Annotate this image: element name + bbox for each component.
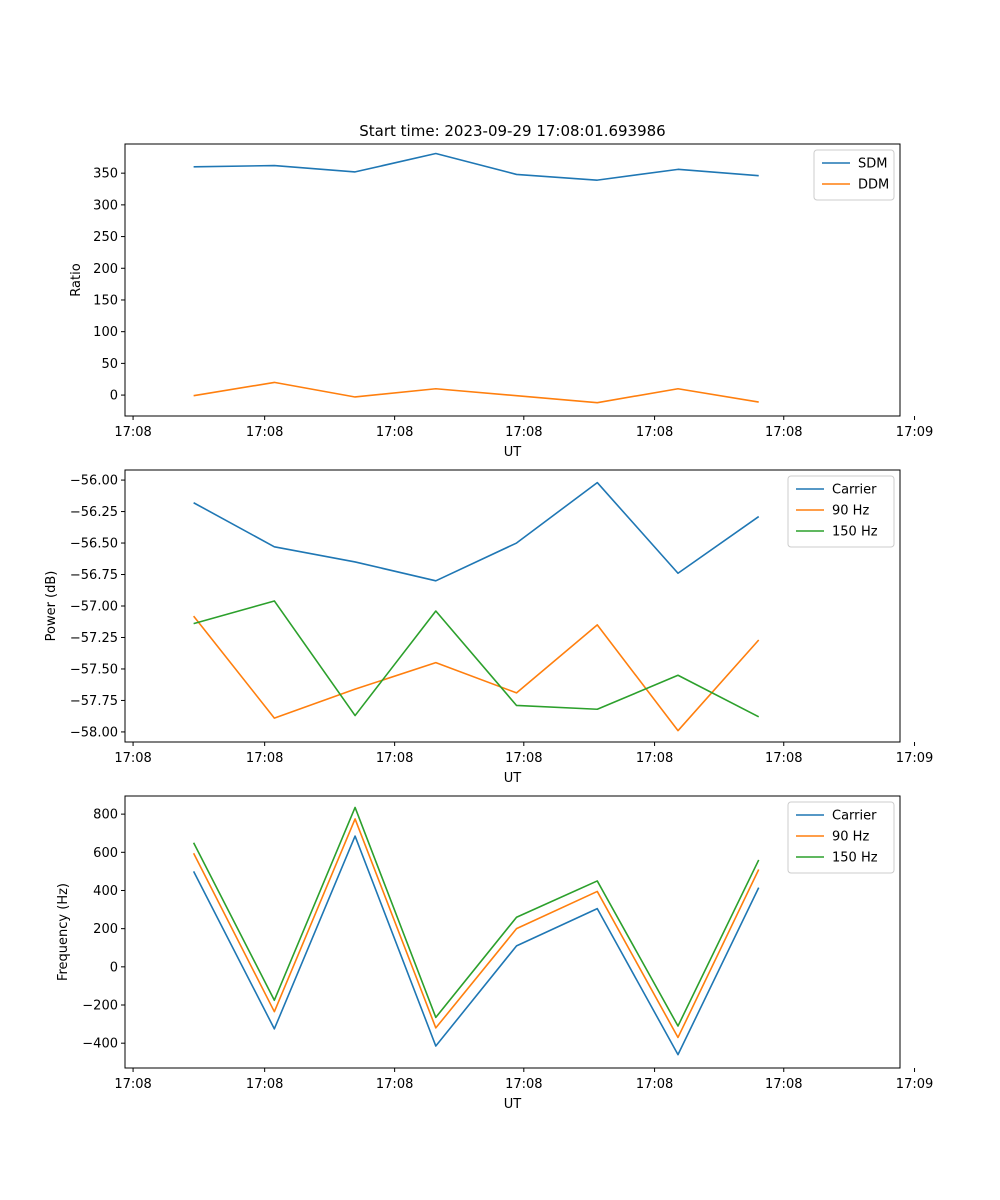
series-layer [192, 481, 760, 732]
y-tick-label: 50 [101, 357, 118, 372]
x-tick-label: 17:08 [636, 751, 673, 766]
legend: SDM DDM [813, 149, 895, 201]
x-tick-label: 17:08 [636, 1077, 673, 1092]
y-tick-label: 0 [110, 960, 118, 975]
x-tick-label: 17:08 [505, 425, 542, 440]
x-tick-label: 17:08 [114, 751, 151, 766]
legend-label: Carrier [832, 483, 877, 498]
x-axis-ticks: 17:08 17:08 17:08 17:08 17:08 17:08 17:09 [114, 742, 933, 766]
series-line-90-hz [192, 818, 760, 1039]
y-axis-ticks: −58.00 −57.75 −57.50 −57.25 −57.00 −56.75 −56.… [70, 474, 125, 740]
legend-label: 150 Hz [832, 525, 878, 540]
x-axis-ticks: 17:08 17:08 17:08 17:08 17:08 17:08 17:09 [114, 1068, 933, 1092]
series-line-150-hz [193, 600, 760, 718]
y-tick-label: 350 [93, 167, 118, 182]
x-tick-label: 17:09 [896, 1077, 933, 1092]
x-axis-ticks: 17:08 17:08 17:08 17:08 17:08 17:08 17:09 [114, 416, 933, 440]
y-tick-label: 250 [93, 230, 118, 245]
y-tick-label: −57.25 [70, 631, 118, 646]
y-tick-label: 200 [93, 922, 118, 937]
series-line-150-hz [192, 806, 760, 1027]
series-line-ddm [193, 381, 759, 404]
legend-box [787, 801, 895, 874]
legend-label: DDM [858, 178, 889, 193]
legend-label: SDM [858, 157, 887, 172]
legend-label: 150 Hz [832, 851, 878, 866]
x-axis-label: UT [504, 1097, 522, 1112]
x-tick-label: 17:08 [376, 425, 413, 440]
y-tick-label: 300 [93, 198, 118, 213]
y-tick-label: −57.50 [70, 662, 118, 677]
x-tick-label: 17:08 [636, 425, 673, 440]
y-axis-label: Ratio [69, 263, 84, 296]
y-tick-label: 800 [93, 808, 118, 823]
series-layer [193, 152, 759, 404]
legend: Carrier 90 Hz 150 Hz [787, 801, 895, 874]
legend-label: 90 Hz [832, 504, 869, 519]
y-tick-label: −56.75 [70, 568, 118, 583]
x-tick-label: 17:09 [896, 425, 933, 440]
x-tick-label: 17:08 [114, 1077, 151, 1092]
y-tick-label: 400 [93, 884, 118, 899]
y-tick-label: −58.00 [70, 725, 118, 740]
y-tick-label: 200 [93, 262, 118, 277]
y-tick-label: −57.75 [70, 694, 118, 709]
x-tick-label: 17:08 [376, 751, 413, 766]
series-line-sdm [193, 152, 759, 181]
x-axis-label: UT [504, 445, 522, 460]
series-line-90-hz [192, 615, 760, 732]
y-tick-label: −56.50 [70, 537, 118, 552]
chart-title: Start time: 2023-09-29 17:08:01.693986 [359, 122, 665, 140]
x-tick-label: 17:08 [246, 751, 283, 766]
y-tick-label: −57.00 [70, 600, 118, 615]
y-axis-ticks: 0 50 100 150 200 250 300 350 [93, 167, 125, 404]
plot-frame [124, 795, 901, 1069]
x-tick-label: 17:08 [246, 425, 283, 440]
power-panel: −58.00 −57.75 −57.50 −57.25 −57.00 −56.75 −56.… [44, 469, 933, 786]
legend-label: 90 Hz [832, 830, 869, 845]
x-axis-label: UT [504, 771, 522, 786]
x-tick-label: 17:08 [505, 751, 542, 766]
y-tick-label: 600 [93, 846, 118, 861]
y-tick-label: −400 [82, 1037, 118, 1052]
y-tick-label: 150 [93, 293, 118, 308]
y-tick-label: −200 [82, 999, 118, 1014]
series-layer [192, 806, 760, 1056]
y-tick-label: −56.25 [70, 505, 118, 520]
legend: Carrier 90 Hz 150 Hz [787, 475, 895, 548]
x-tick-label: 17:08 [765, 1077, 802, 1092]
y-axis-ticks: −400 −200 0 200 400 600 800 [82, 808, 125, 1052]
legend-label: Carrier [832, 809, 877, 824]
y-tick-label: 100 [93, 325, 118, 340]
x-tick-label: 17:09 [896, 751, 933, 766]
series-line-carrier [193, 481, 760, 582]
x-tick-label: 17:08 [505, 1077, 542, 1092]
legend-box [787, 475, 895, 548]
plot-frame [124, 143, 901, 417]
x-tick-label: 17:08 [376, 1077, 413, 1092]
x-tick-label: 17:08 [765, 751, 802, 766]
y-axis-label: Frequency (Hz) [56, 883, 71, 981]
y-tick-label: −56.00 [70, 474, 118, 489]
series-line-carrier [192, 835, 760, 1056]
x-tick-label: 17:08 [114, 425, 151, 440]
y-tick-label: 0 [110, 389, 118, 404]
y-axis-label: Power (dB) [44, 571, 59, 642]
ratio-panel: Start time: 2023-09-29 17:08:01.693986 0… [69, 122, 933, 460]
x-tick-label: 17:08 [765, 425, 802, 440]
x-tick-label: 17:08 [246, 1077, 283, 1092]
